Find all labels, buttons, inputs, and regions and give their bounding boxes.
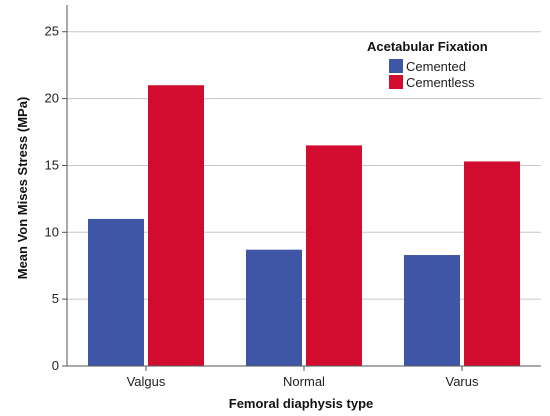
legend-swatch-cemented bbox=[389, 59, 403, 73]
bar-cementless-varus bbox=[464, 161, 520, 366]
y-tick-label-10: 10 bbox=[45, 224, 59, 239]
x-tick-label-normal: Normal bbox=[283, 374, 325, 389]
legend-label-cementless: Cementless bbox=[406, 75, 475, 90]
y-axis-title: Mean Von Mises Stress (MPa) bbox=[15, 97, 30, 280]
y-tick-label-15: 15 bbox=[45, 157, 59, 172]
y-tick-label-25: 25 bbox=[45, 24, 59, 39]
x-tick-label-valgus: Valgus bbox=[127, 374, 166, 389]
x-tick-label-varus: Varus bbox=[446, 374, 479, 389]
bar-cemented-valgus bbox=[88, 218, 144, 366]
bar-cementless-valgus bbox=[148, 85, 204, 366]
legend-label-cemented: Cemented bbox=[406, 59, 466, 74]
bar-cementless-normal bbox=[306, 145, 362, 366]
y-axis-ticks: 0 5 10 15 20 25 bbox=[45, 24, 67, 373]
gridlines bbox=[67, 31, 541, 300]
bars bbox=[88, 85, 520, 366]
y-tick-label-0: 0 bbox=[52, 358, 59, 373]
x-axis-title: Femoral diaphysis type bbox=[229, 396, 374, 411]
y-tick-label-20: 20 bbox=[45, 91, 59, 106]
x-axis-ticks: Valgus Normal Varus bbox=[127, 366, 479, 389]
legend-swatch-cementless bbox=[389, 75, 403, 89]
y-tick-label-5: 5 bbox=[52, 291, 59, 306]
bar-cemented-normal bbox=[246, 249, 302, 366]
bar-cemented-varus bbox=[404, 255, 460, 366]
legend-title: Acetabular Fixation bbox=[367, 39, 488, 54]
legend: Acetabular Fixation Cemented Cementless bbox=[367, 39, 488, 90]
